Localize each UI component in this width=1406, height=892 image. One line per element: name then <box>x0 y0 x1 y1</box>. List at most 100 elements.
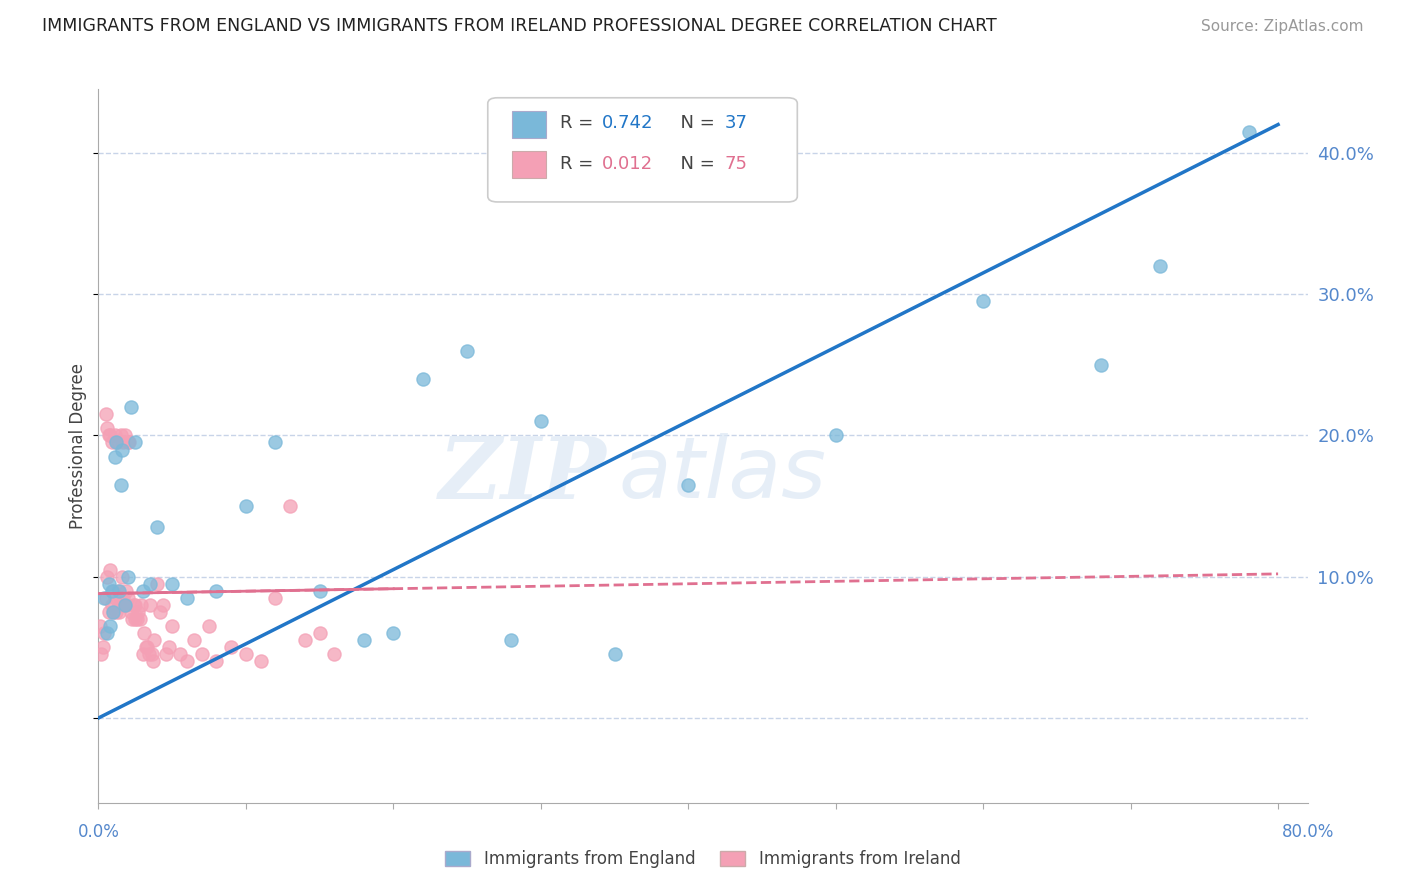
Point <box>141 648 163 662</box>
Text: N =: N = <box>669 155 721 173</box>
Point <box>136 640 159 655</box>
Point <box>323 648 346 662</box>
Point <box>90 648 112 662</box>
Point <box>294 633 316 648</box>
Point <box>114 598 136 612</box>
Point <box>111 598 134 612</box>
Point <box>501 633 523 648</box>
Point <box>412 372 434 386</box>
Point <box>96 626 118 640</box>
Point <box>169 648 191 662</box>
Point <box>1237 125 1260 139</box>
Point <box>117 591 139 605</box>
Point <box>264 435 287 450</box>
Point <box>104 428 127 442</box>
Point <box>308 583 330 598</box>
Point <box>94 591 117 605</box>
Text: Source: ZipAtlas.com: Source: ZipAtlas.com <box>1201 20 1364 34</box>
Point <box>114 428 136 442</box>
Point <box>456 343 478 358</box>
Text: 0.742: 0.742 <box>602 114 652 132</box>
Point <box>110 591 132 605</box>
Point <box>98 619 121 633</box>
Point <box>131 583 153 598</box>
Text: N =: N = <box>669 114 721 132</box>
Point <box>121 612 143 626</box>
Text: 80.0%: 80.0% <box>1281 822 1334 840</box>
Point <box>101 605 124 619</box>
Point <box>972 294 994 309</box>
Text: R =: R = <box>561 155 599 173</box>
Point <box>160 576 183 591</box>
Point <box>176 591 198 605</box>
Point <box>264 591 287 605</box>
Point <box>124 612 146 626</box>
Text: IMMIGRANTS FROM ENGLAND VS IMMIGRANTS FROM IRELAND PROFESSIONAL DEGREE CORRELATI: IMMIGRANTS FROM ENGLAND VS IMMIGRANTS FR… <box>42 17 997 35</box>
Point <box>108 605 131 619</box>
Point <box>152 598 174 612</box>
Point <box>111 570 134 584</box>
Point <box>124 598 146 612</box>
Point <box>115 598 138 612</box>
Point <box>183 633 205 648</box>
Point <box>97 428 120 442</box>
Point <box>94 407 117 421</box>
Point <box>111 442 134 457</box>
Point <box>112 435 135 450</box>
Point <box>93 626 115 640</box>
Text: 75: 75 <box>724 155 748 173</box>
Point <box>131 648 153 662</box>
Point <box>139 598 162 612</box>
Point <box>89 619 111 633</box>
Point <box>134 626 156 640</box>
Point <box>353 633 375 648</box>
Point <box>128 612 150 626</box>
Point <box>100 598 122 612</box>
Point <box>138 648 160 662</box>
Text: 37: 37 <box>724 114 748 132</box>
Point <box>308 626 330 640</box>
Point <box>603 648 626 662</box>
Point <box>120 400 142 414</box>
Point <box>117 435 139 450</box>
Point <box>139 576 162 591</box>
Point <box>198 619 221 633</box>
Point <box>127 605 149 619</box>
Point <box>110 428 132 442</box>
Legend: Immigrants from England, Immigrants from Ireland: Immigrants from England, Immigrants from… <box>439 844 967 875</box>
Point <box>235 648 257 662</box>
Point <box>104 450 127 464</box>
Point <box>108 598 131 612</box>
Point <box>101 583 124 598</box>
Point <box>98 428 121 442</box>
Point <box>100 435 122 450</box>
Point <box>114 598 136 612</box>
FancyBboxPatch shape <box>488 98 797 202</box>
Point <box>125 612 148 626</box>
Point <box>146 576 169 591</box>
Point <box>120 605 142 619</box>
Point <box>118 435 141 450</box>
Point <box>105 605 128 619</box>
Point <box>101 605 124 619</box>
FancyBboxPatch shape <box>512 152 546 178</box>
Point <box>190 648 212 662</box>
Point <box>112 591 135 605</box>
Text: 0.0%: 0.0% <box>77 822 120 840</box>
Point <box>93 591 115 605</box>
Point <box>100 583 122 598</box>
Point <box>104 591 127 605</box>
Point <box>122 598 145 612</box>
Point <box>678 478 700 492</box>
Text: 0.012: 0.012 <box>602 155 652 173</box>
Point <box>96 570 118 584</box>
Point <box>1090 358 1112 372</box>
Point <box>235 499 257 513</box>
Point <box>135 640 157 655</box>
FancyBboxPatch shape <box>512 111 546 137</box>
Point <box>108 583 131 598</box>
Point <box>205 583 228 598</box>
Point <box>205 655 228 669</box>
Y-axis label: Professional Degree: Professional Degree <box>69 363 87 529</box>
Point <box>146 520 169 534</box>
